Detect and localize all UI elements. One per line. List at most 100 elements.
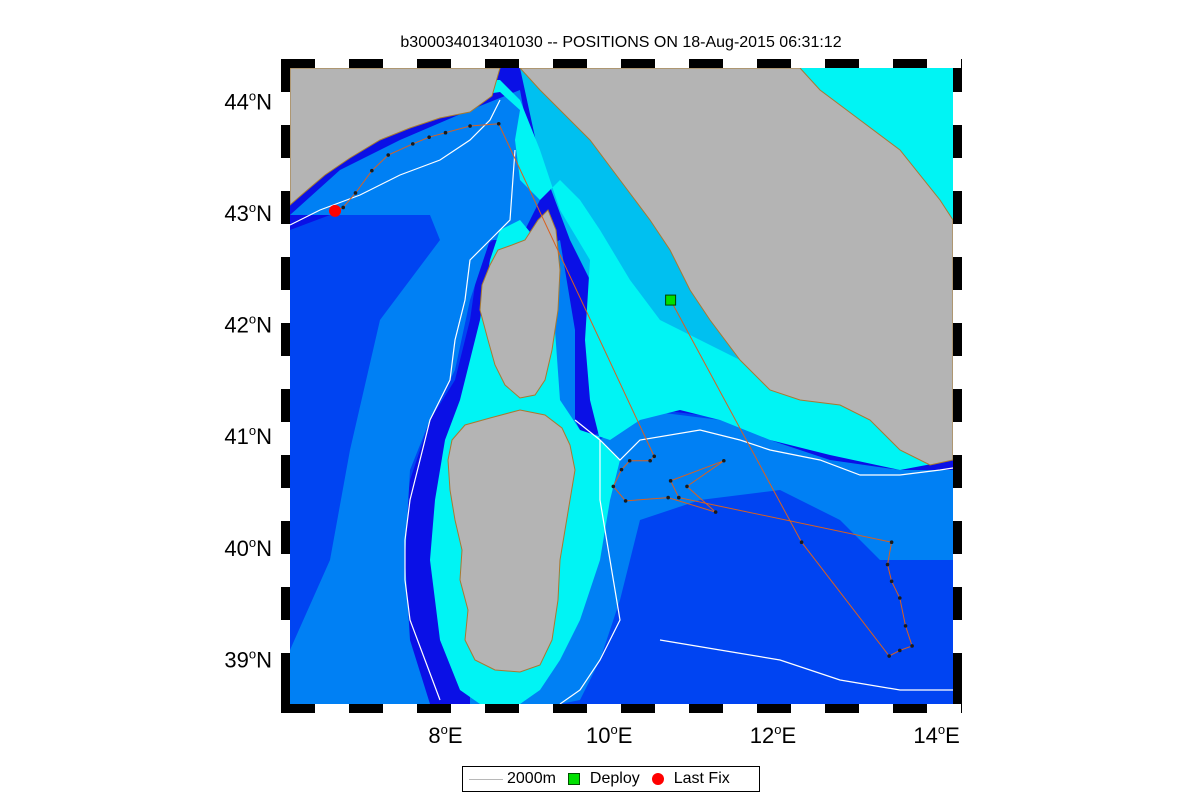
deploy-square-icon (567, 773, 580, 785)
frame-segment (383, 59, 417, 68)
land-sardinia (447, 409, 576, 673)
legend-label-deploy: Deploy (589, 770, 640, 787)
legend-label-isobath: 2000m (507, 770, 556, 787)
track-fix-point (889, 579, 894, 584)
lon-tick-label: 8oE (428, 722, 462, 748)
track-fix-point (611, 484, 616, 489)
frame-segment (953, 554, 962, 587)
lat-tick-label: 42oN (224, 312, 272, 338)
track-fix-point (799, 540, 804, 545)
frame-segment (953, 290, 962, 323)
frame-segment (791, 704, 825, 713)
track-fix-point (468, 124, 472, 128)
legend-item-deploy: Deploy (567, 770, 640, 788)
track-fix-point (370, 168, 374, 173)
track-fix-point (668, 479, 673, 483)
track-fix-point (676, 495, 681, 500)
track-fix-point (885, 562, 890, 567)
frame-segment (723, 59, 757, 68)
frame-segment (281, 92, 290, 125)
frame-segment (655, 59, 689, 68)
track-fix-point (341, 205, 346, 210)
frame-segment (281, 158, 290, 191)
frame-segment (519, 704, 553, 713)
track-fix-point (889, 540, 894, 545)
track-fix-point (903, 624, 908, 628)
lat-tick-label: 44oN (224, 88, 272, 114)
track-fix-point (897, 648, 902, 653)
frame-segment (315, 704, 349, 713)
track-fixes (333, 121, 914, 658)
frame-segment (953, 620, 962, 653)
track-fix-point (623, 499, 628, 503)
frame-segment (281, 224, 290, 257)
track-fix-point (386, 153, 391, 157)
map-area (290, 68, 953, 704)
frame-segment (383, 704, 417, 713)
frame-segment (281, 488, 290, 521)
slope-east (560, 410, 953, 704)
legend-item-isobath: 2000m (469, 770, 556, 788)
frame-segment (953, 488, 962, 521)
lat-tick-label: 40oN (224, 535, 272, 561)
frame-segment (281, 290, 290, 323)
drifter-track (334, 123, 913, 657)
frame-segment (953, 92, 962, 125)
land-italy-peninsula (519, 68, 953, 466)
isobath-line-icon (469, 778, 503, 780)
track-fix-point (897, 596, 902, 600)
shelf-ligurian (290, 80, 953, 704)
last-fix-dot-icon (651, 773, 664, 785)
track-fix-point (619, 467, 624, 472)
track-fix-point (713, 510, 718, 514)
map-legend: 2000m Deploy Last Fix (462, 766, 760, 792)
lon-tick-label: 12oE (750, 722, 796, 748)
frame-segment (587, 59, 621, 68)
frame-segment (451, 704, 485, 713)
track-fix-point (685, 484, 689, 489)
deploy-marker (665, 294, 677, 306)
frame-segment (451, 59, 485, 68)
frame-segment (859, 59, 893, 68)
longitude-tick-labels: 8oE 10oE 12oE 14oE (428, 722, 959, 748)
track-fix-point (627, 458, 632, 463)
land-corsica (479, 209, 561, 399)
lon-tick-label: 10oE (586, 722, 632, 748)
legend-label-last-fix: Last Fix (673, 770, 730, 787)
track-fix-point (353, 191, 358, 195)
frame-segment (927, 704, 961, 713)
frame-segment (655, 704, 689, 713)
track-fix-point (910, 644, 914, 648)
frame-segment (281, 356, 290, 389)
track-fix-point (722, 458, 726, 463)
track-fix-point (887, 654, 891, 658)
track-fix-point (652, 454, 657, 459)
lat-tick-label: 39oN (224, 646, 272, 672)
last-fix-marker (329, 204, 342, 217)
frame-segment (723, 704, 757, 713)
frame-segment (587, 704, 621, 713)
lon-tick-label: 14oE (913, 722, 959, 748)
frame-segment (953, 224, 962, 257)
track-fix-point (496, 121, 501, 126)
frame-segment (315, 59, 349, 68)
track-fix-point (410, 142, 415, 146)
legend-item-last-fix: Last Fix (651, 770, 730, 788)
frame-segment (859, 704, 893, 713)
isobath-2000m (290, 99, 953, 704)
frame-segment (281, 620, 290, 653)
frame-segment (953, 158, 962, 191)
map-title: b300034013401030 -- POSITIONS ON 18-Aug-… (400, 34, 842, 51)
track-fix-point (666, 495, 670, 500)
frame-segment (519, 59, 553, 68)
lat-tick-label: 41oN (224, 423, 272, 449)
frame-segment (791, 59, 825, 68)
track-fix-point (427, 135, 431, 139)
track-fix-point (648, 458, 652, 463)
frame-segment (281, 422, 290, 455)
track-fix-point (443, 130, 448, 135)
land-france-italy (290, 68, 501, 206)
frame-segment (927, 59, 961, 68)
map-figure: 8oE 10oE 12oE 14oE 39oN 40oN 41oN 42oN 43oN 44oN (224, 59, 962, 748)
lat-tick-label: 43oN (224, 200, 272, 226)
